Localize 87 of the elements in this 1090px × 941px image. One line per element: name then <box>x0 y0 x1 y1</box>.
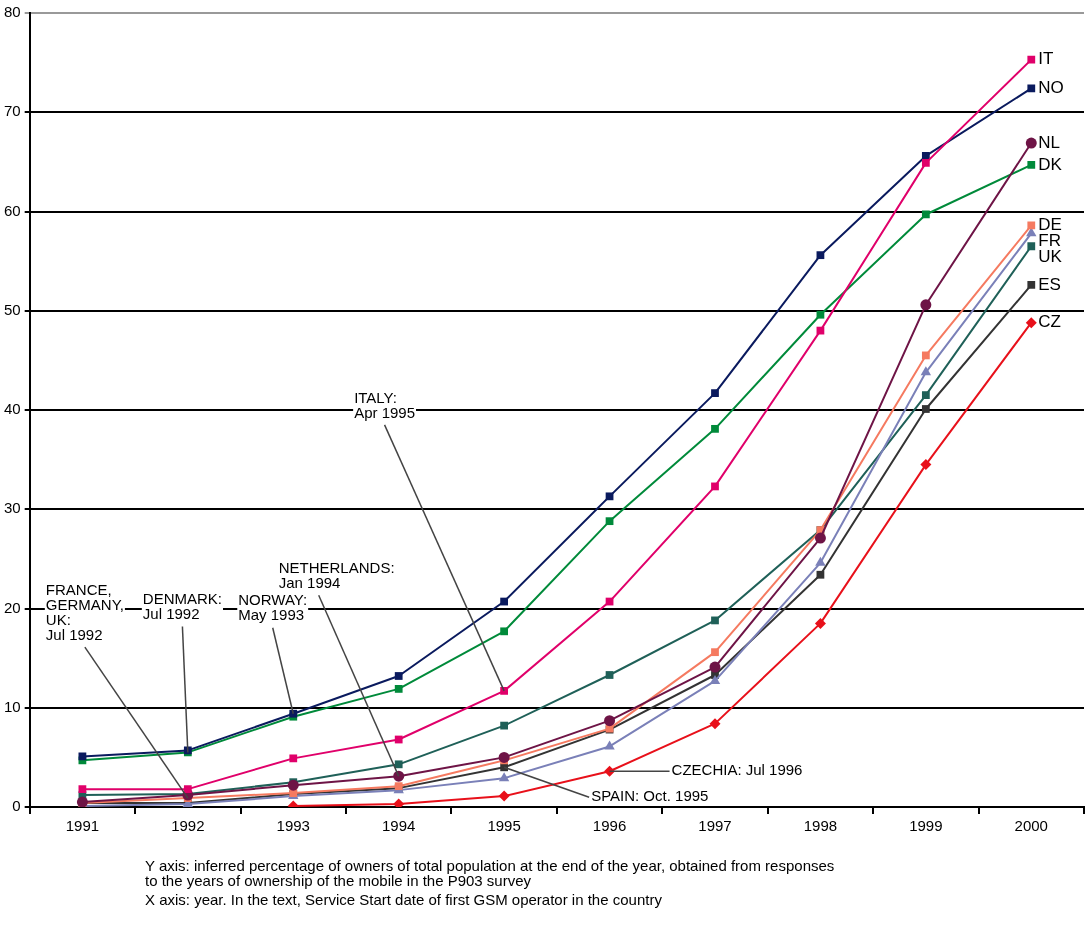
annotation: SPAIN: Oct. 1995 <box>591 787 709 805</box>
y-tick-label: 30 <box>4 499 21 517</box>
point <box>1027 281 1036 289</box>
point <box>921 391 930 399</box>
point <box>394 735 403 744</box>
point <box>711 648 719 657</box>
series-label: ES <box>1038 274 1061 294</box>
series-label: IT <box>1038 49 1054 69</box>
y-tick-label: 80 <box>4 3 21 21</box>
point <box>711 389 719 398</box>
point <box>920 299 932 311</box>
y-tick-label: 60 <box>4 201 21 219</box>
x-tick-label: 1992 <box>171 817 205 835</box>
x-tick-label: 1999 <box>909 817 943 835</box>
point <box>393 770 405 782</box>
y-tick-label: 20 <box>4 598 21 616</box>
annotation: NORWAY: May 1993 <box>238 591 308 624</box>
point <box>709 674 721 684</box>
point <box>920 366 932 376</box>
point <box>816 251 825 260</box>
annotation: NETHERLANDS: Jan 1994 <box>278 558 395 591</box>
annotation: FRANCE, GERMANY, UK: Jul 1992 <box>45 580 124 643</box>
point <box>711 616 719 625</box>
y-tick-label: 10 <box>4 697 21 715</box>
point <box>1025 137 1037 149</box>
point <box>605 517 614 526</box>
x-tick-label: 1997 <box>698 817 732 835</box>
point <box>605 671 614 679</box>
point <box>1027 221 1036 230</box>
point <box>500 597 509 606</box>
x-tick-label: 1998 <box>803 817 838 835</box>
x-tick-label: 1993 <box>276 817 310 835</box>
y-tick-label: 70 <box>4 102 21 120</box>
point <box>498 772 510 782</box>
series-label: NL <box>1038 132 1061 152</box>
point <box>921 405 930 413</box>
point <box>1027 84 1036 93</box>
annotation: ITALY: Apr 1995 <box>354 388 416 421</box>
x-tick-label: 1994 <box>382 817 416 835</box>
point <box>711 482 719 491</box>
x-tick-label: 1996 <box>592 817 627 835</box>
point <box>287 779 299 791</box>
text: Y axis: inferred percentage of owners of total population at the end of the year, obtained from responses to the years of ownership of the mobile in the P903 survey <box>145 857 836 889</box>
x-tick-label: 1995 <box>487 817 521 835</box>
point <box>709 718 721 730</box>
point <box>711 424 719 433</box>
y-tick-label: 40 <box>4 400 21 418</box>
point <box>920 459 932 471</box>
point <box>921 158 930 167</box>
y-tick-label: 0 <box>12 797 21 815</box>
point <box>921 351 930 360</box>
series-label: CZ <box>1038 312 1061 332</box>
point <box>394 672 403 680</box>
point <box>815 556 826 566</box>
point <box>394 685 403 693</box>
series-label: NO <box>1038 78 1064 98</box>
point <box>183 785 192 794</box>
text: X axis: year. In the text, Service Start date of first GSM operator in the country <box>145 891 663 908</box>
point <box>709 661 721 673</box>
series-label: DK <box>1038 154 1063 174</box>
y-tick-label: 50 <box>4 300 21 318</box>
point <box>498 751 510 763</box>
point <box>1027 55 1036 64</box>
point <box>78 752 87 761</box>
point <box>814 617 826 629</box>
point <box>289 754 298 763</box>
point <box>394 760 403 769</box>
point <box>500 721 509 730</box>
point <box>814 532 826 544</box>
point <box>1027 242 1036 251</box>
point <box>498 790 510 802</box>
annotation: DENMARK: Jul 1992 <box>142 590 223 623</box>
point <box>604 715 616 727</box>
point <box>605 492 614 501</box>
point <box>393 798 405 807</box>
point <box>816 570 825 579</box>
point <box>500 627 509 636</box>
point <box>1025 317 1037 329</box>
annotation: CZECHIA: Jul 1996 <box>671 761 803 779</box>
x-tick-label: 1991 <box>65 817 100 835</box>
point <box>1027 160 1036 169</box>
point <box>78 785 87 794</box>
point <box>816 310 825 319</box>
point <box>604 765 616 777</box>
point <box>921 210 930 219</box>
point <box>500 686 509 695</box>
x-tick-label: 2000 <box>1014 817 1048 835</box>
